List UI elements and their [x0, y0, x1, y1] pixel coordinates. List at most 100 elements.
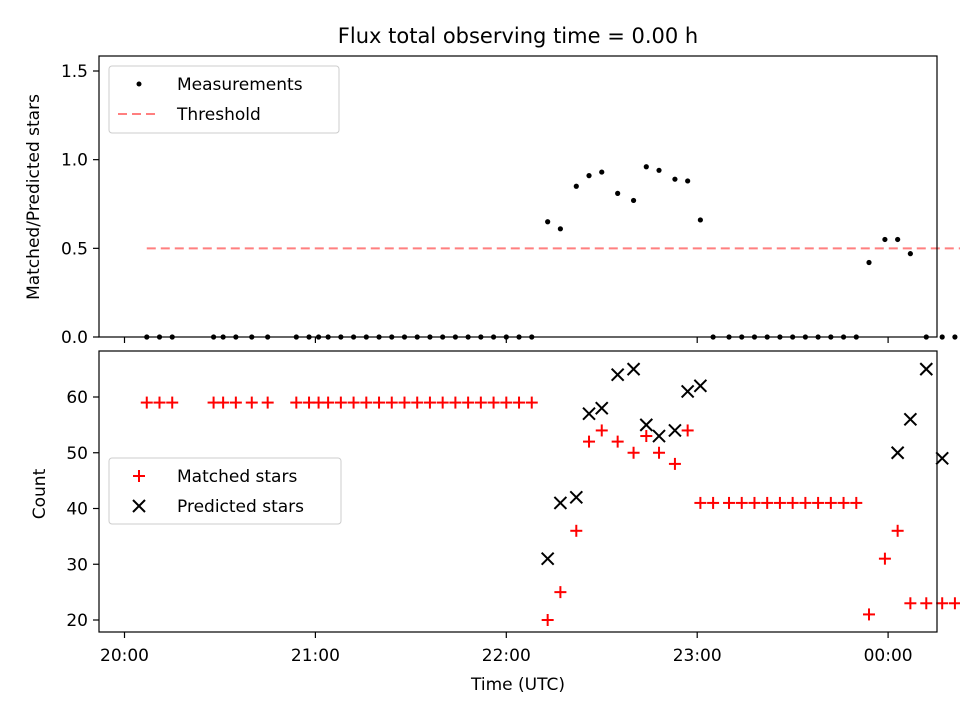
predicted-star-point [582, 407, 596, 421]
bottom-legend-box [108, 457, 342, 525]
predicted-star-point [639, 418, 654, 432]
matched-star-point [229, 396, 242, 409]
measurement-point [643, 164, 649, 170]
measurement-point [685, 178, 691, 184]
predicted-star-point [903, 412, 918, 427]
matched-star-point [611, 435, 624, 448]
measurement-point [615, 190, 621, 196]
matched-star-point [290, 396, 303, 409]
matched-star-point [153, 396, 166, 409]
matched-star-point [360, 396, 373, 409]
bottom-y-tick-label: 20 [66, 611, 88, 631]
predicted-star-point [919, 362, 933, 376]
matched-star-point [166, 396, 179, 409]
bottom-y-axis-label: Count [30, 468, 50, 519]
bottom-panel: Count Time (UTC) 20 30 40 50 60 20:00 21:00 22:… [30, 350, 960, 695]
matched-star-point [423, 396, 436, 409]
matched-star-point [936, 597, 949, 610]
matched-star-point [668, 457, 681, 470]
legend-predicted-label: Predicted stars [177, 497, 304, 517]
matched-star-point [627, 446, 640, 459]
measurement-point [672, 176, 678, 182]
matched-star-point [735, 496, 748, 509]
x-tick-label: 23:00 [673, 646, 722, 666]
measurement-point [545, 219, 551, 225]
top-y-tick-label: 0.0 [61, 328, 88, 348]
measurement-point [656, 167, 662, 173]
matched-star-point [140, 396, 153, 409]
bottom-axes-frame [98, 350, 938, 633]
matched-star-point [385, 396, 398, 409]
matched-star-point [640, 430, 653, 443]
legend-matched-label: Matched stars [177, 467, 297, 487]
legend-measurements-label: Measurements [177, 75, 303, 95]
matched-star-point [748, 496, 761, 509]
matched-star-point [850, 496, 863, 509]
legend-measurements-marker [136, 81, 142, 87]
x-tick-label: 00:00 [864, 646, 913, 666]
matched-star-point [786, 496, 799, 509]
predicted-star-point [935, 451, 949, 466]
matched-star-point [217, 396, 230, 409]
bottom-y-tick-label: 40 [66, 500, 88, 520]
matched-star-point [878, 552, 891, 565]
matched-star-point [245, 396, 258, 409]
measurement-point [586, 173, 592, 179]
matched-star-point [487, 396, 500, 409]
bottom-marks [140, 362, 960, 626]
matched-star-point [812, 496, 825, 509]
matched-star-point [799, 496, 812, 509]
matched-star-point [462, 396, 475, 409]
matched-star-point [449, 396, 462, 409]
matched-star-point [474, 396, 487, 409]
matched-star-point [707, 496, 720, 509]
top-ticks: 0.0 0.5 1.0 1.5 [61, 62, 889, 348]
matched-star-point [398, 396, 411, 409]
top-legend: Measurements Threshold [108, 65, 340, 134]
measurement-point [866, 259, 872, 266]
matched-star-point [261, 396, 274, 409]
measurement-point [882, 236, 888, 243]
matched-star-point [513, 396, 526, 409]
matched-star-point [761, 496, 774, 509]
legend-matched-marker [133, 470, 145, 482]
top-y-tick-label: 0.5 [61, 239, 88, 259]
matched-star-point [824, 496, 837, 509]
bottom-y-tick-label: 50 [66, 444, 88, 464]
matched-star-point [948, 597, 960, 610]
x-tick-label: 21:00 [291, 646, 340, 666]
matched-star-point [723, 496, 736, 509]
matched-star-point [322, 396, 335, 409]
bottom-ticks: 203040506020:0021:0022:0023:0000:0001:00… [66, 388, 913, 666]
top-y-axis-label: Matched/Predicted stars [24, 94, 44, 300]
bottom-legend: Matched stars Predicted stars [108, 457, 342, 525]
measurement-point [573, 183, 579, 189]
predicted-star-point [890, 446, 905, 460]
predicted-star-point [626, 362, 641, 376]
matched-star-point [863, 608, 876, 621]
matched-star-point [373, 396, 386, 409]
matched-star-point [904, 597, 917, 610]
bottom-y-tick-label: 60 [66, 388, 88, 408]
matched-star-point [595, 424, 608, 437]
bottom-y-tick-label: 30 [66, 555, 88, 575]
matched-star-point [920, 597, 933, 610]
matched-star-point [681, 424, 694, 437]
top-axes-frame [98, 55, 938, 338]
x-axis-label: Time (UTC) [470, 675, 565, 695]
matched-star-point [554, 586, 567, 599]
predicted-star-point [680, 384, 695, 399]
measurement-point [939, 334, 945, 340]
matched-star-point [891, 524, 904, 537]
matched-star-point [436, 396, 449, 409]
predicted-star-point [553, 496, 568, 510]
measurement-point [952, 334, 958, 340]
measurement-point [697, 217, 703, 223]
matched-star-point [525, 396, 538, 409]
matched-star-point [411, 396, 424, 409]
matched-star-point [541, 614, 554, 626]
x-tick-label: 22:00 [482, 646, 531, 666]
predicted-star-point [540, 551, 555, 566]
chart-title: Flux total observing time = 0.00 h [338, 24, 698, 48]
